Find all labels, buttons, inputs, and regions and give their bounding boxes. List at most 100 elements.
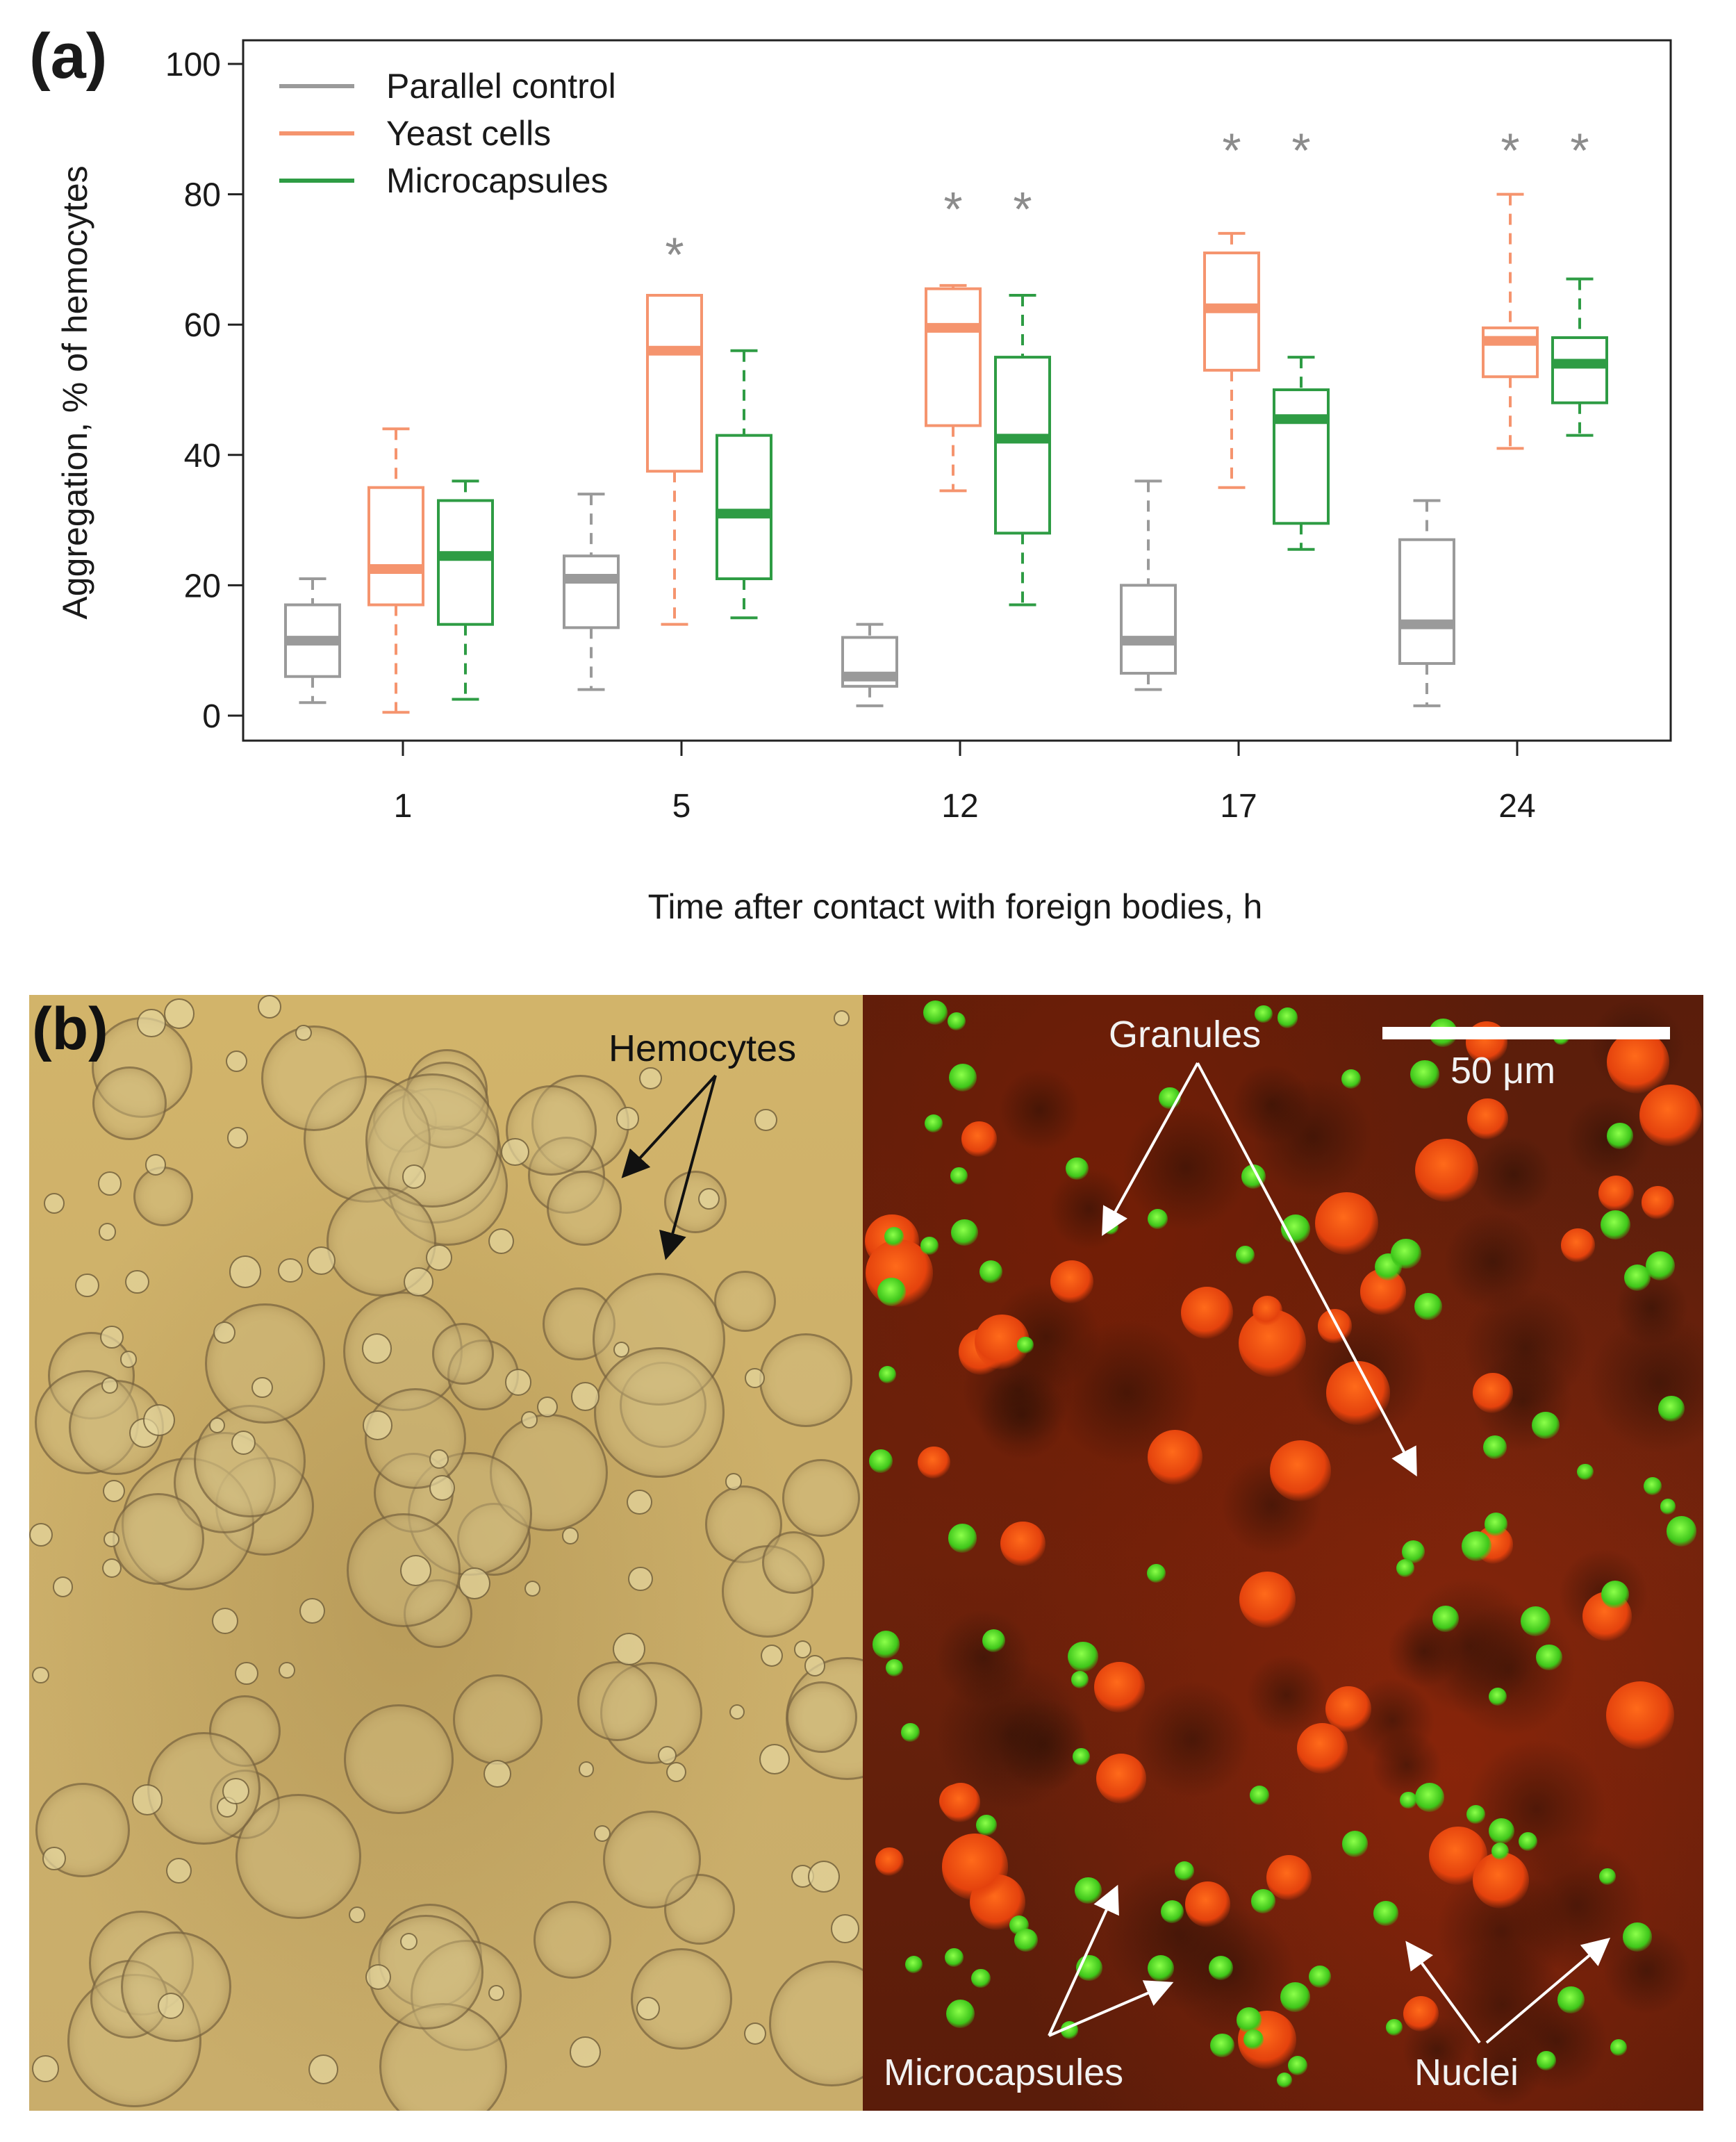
box-parallel-control-17: [1120, 479, 1177, 691]
box-series: [284, 192, 1608, 714]
bead-particle: [119, 1350, 138, 1368]
bead-particle: [615, 1107, 640, 1130]
nucleus-spot: [1403, 1995, 1439, 2032]
bead-particle: [754, 1108, 777, 1132]
microcapsule-spot: [1209, 2033, 1234, 2058]
nucleus-spot: [1561, 1228, 1595, 1262]
hemocyte-cell: [593, 1346, 725, 1478]
hemocyte-cell: [92, 1066, 167, 1141]
panel-b-label: (b): [32, 996, 108, 1062]
microcapsule-spot: [948, 1523, 977, 1553]
microcapsule-spot: [1466, 1805, 1485, 1824]
box-parallel-control-24: [1398, 499, 1455, 707]
microcapsule-spot: [1159, 1087, 1181, 1109]
bead-particle: [569, 2036, 601, 2068]
legend-label-1: Yeast cells: [386, 114, 551, 153]
nucleus-spot: [1325, 1361, 1390, 1425]
bead-particle: [279, 1662, 295, 1679]
bead-particle: [29, 1522, 53, 1547]
microcapsule-spot: [1241, 1164, 1266, 1189]
y-tick-label-60: 60: [184, 307, 221, 344]
y-tick-label-20: 20: [184, 568, 221, 604]
hemocyte-cell: [133, 1166, 194, 1226]
microcapsule-spot: [1658, 1395, 1685, 1422]
fluorescence-image: [863, 995, 1703, 2111]
nucleus-spot: [1239, 1572, 1296, 1628]
microcapsule-spot: [1623, 1922, 1652, 1952]
microcapsule-spot: [1607, 1123, 1633, 1149]
microcapsule-spot: [1075, 1877, 1102, 1904]
bead-particle: [166, 1857, 192, 1884]
bead-particle: [42, 1847, 66, 1870]
x-tick-label-17: 17: [1220, 788, 1257, 825]
bead-particle: [101, 1377, 118, 1394]
bead-particle: [211, 1608, 238, 1635]
hemocyte-cell: [762, 1531, 825, 1594]
microcapsule-spot: [1147, 1208, 1168, 1230]
microcapsule-spot: [1308, 1965, 1331, 1988]
bead-particle: [44, 1192, 65, 1214]
significance-star: *: [1013, 182, 1032, 236]
microcapsule-spot: [878, 1365, 897, 1383]
box-body: [367, 486, 424, 607]
microcapsule-spot: [1461, 1531, 1491, 1562]
nucleus-spot: [1325, 1686, 1371, 1732]
microcapsule-spot: [1557, 1986, 1585, 2014]
dark-hemocyte: [1048, 1168, 1130, 1251]
bead-particle: [137, 1008, 166, 1038]
bead-particle: [698, 1188, 720, 1210]
microcapsule-spot: [945, 2000, 975, 2029]
box-microcapsules-12: [994, 293, 1051, 607]
microcapsule-spot: [1402, 1540, 1425, 1564]
x-tick-label-12: 12: [941, 788, 978, 825]
nucleus-spot: [1639, 1084, 1702, 1147]
nucleus-spot: [1607, 1031, 1670, 1094]
bead-particle: [725, 1473, 743, 1490]
brightfield-image: [29, 995, 909, 2111]
hemocyte-cell: [602, 1810, 701, 1909]
bead-particle: [97, 1171, 122, 1196]
scale-bar-label: 50 μm: [1450, 1050, 1556, 1091]
nucleus-spot: [1096, 1753, 1147, 1804]
bead-particle: [222, 1778, 249, 1805]
bead-particle: [361, 1333, 392, 1364]
scale-bar: [1382, 1027, 1670, 1039]
box-microcapsules-5: [716, 349, 772, 620]
bead-particle: [504, 1369, 532, 1396]
legend-label-0: Parallel control: [386, 67, 616, 106]
nuclei-label: Nuclei: [1414, 2052, 1519, 2093]
dark-hemocyte: [1508, 1837, 1645, 1974]
bead-particle: [101, 1558, 122, 1578]
bead-particle: [743, 2022, 766, 2045]
hemocyte-cell: [713, 1270, 776, 1333]
microcapsule-spot: [869, 1449, 893, 1474]
bead-particle: [561, 1527, 579, 1544]
bead-particle: [363, 1410, 392, 1440]
microcapsule-spot: [1610, 2039, 1627, 2057]
hemocyte-cell: [534, 1901, 611, 1979]
microcapsules-label: Microcapsules: [884, 2052, 1124, 2093]
bead-particle: [299, 1598, 326, 1624]
bead-particle: [830, 1914, 860, 1943]
bead-particle: [100, 1326, 124, 1349]
microcapsule-spot: [1341, 1069, 1361, 1089]
bead-particle: [488, 1228, 514, 1255]
significance-star: *: [665, 228, 684, 282]
bead-particle: [258, 995, 281, 1019]
bead-particle: [657, 1746, 677, 1765]
microcapsule-spot: [1236, 2007, 1262, 2033]
y-tick-label-0: 0: [202, 698, 221, 735]
bead-particle: [103, 1479, 126, 1502]
microcapsule-spot: [1276, 2073, 1293, 2089]
box-body: [1398, 538, 1455, 665]
bead-particle: [402, 1164, 427, 1189]
microcapsule-spot: [982, 1629, 1006, 1653]
bead-particle: [570, 1382, 600, 1411]
nucleus-spot: [1415, 1139, 1479, 1203]
microcapsule-spot: [901, 1723, 920, 1742]
bead-particle: [348, 1906, 366, 1924]
bead-particle: [425, 1244, 453, 1271]
bead-particle: [729, 1704, 745, 1720]
microcapsule-spot: [948, 1012, 966, 1030]
microcapsule-spot: [1484, 1513, 1508, 1536]
